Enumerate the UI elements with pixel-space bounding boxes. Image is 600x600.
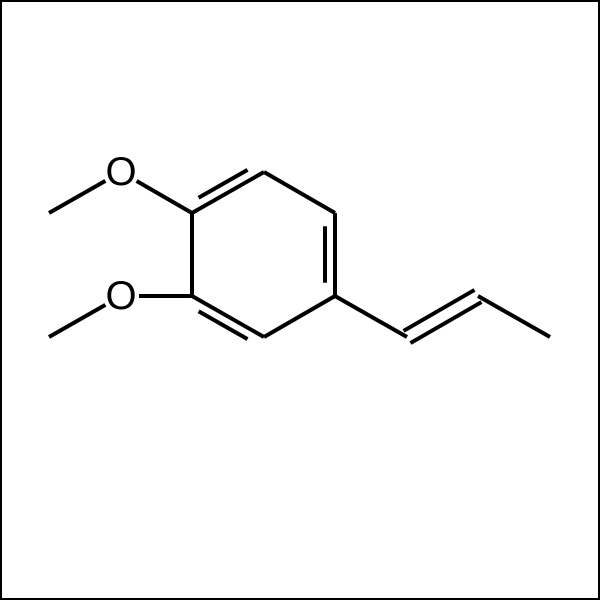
- atom-label-oxygen: O: [105, 274, 136, 318]
- molecule-canvas: OO: [2, 2, 598, 598]
- atom-label-oxygen: O: [105, 150, 136, 194]
